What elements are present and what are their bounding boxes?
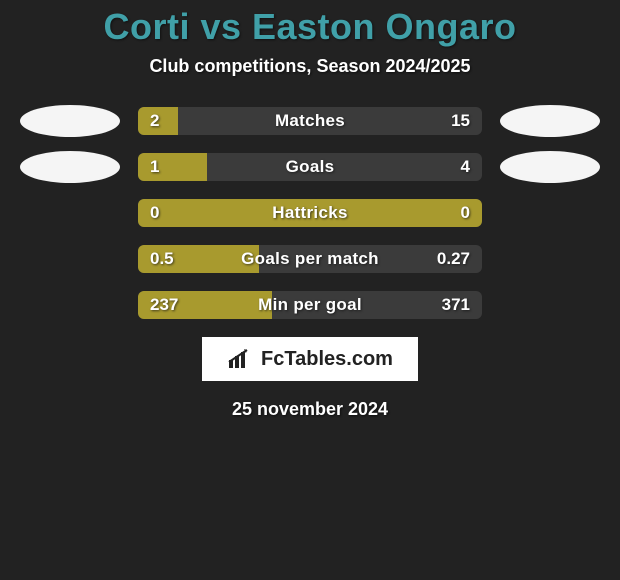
- stat-right-value: 4: [461, 153, 470, 181]
- stat-bar-hattricks: 0Hattricks0: [138, 199, 482, 227]
- stat-right-value: 15: [451, 107, 470, 135]
- page-subtitle: Club competitions, Season 2024/2025: [0, 56, 620, 77]
- crest-right: [500, 245, 600, 273]
- crest-left: [20, 153, 120, 181]
- stat-row-hattricks: 0Hattricks0: [0, 199, 620, 227]
- bar-chart-icon: [227, 348, 255, 370]
- comparison-chart: 2Matches15 1Goals4 0Hattricks0 0.5Goals p…: [0, 107, 620, 319]
- stat-right-value: 0: [461, 199, 470, 227]
- stat-row-goals: 1Goals4: [0, 153, 620, 181]
- stat-row-gpm: 0.5Goals per match0.27: [0, 245, 620, 273]
- stat-bar-goals: 1Goals4: [138, 153, 482, 181]
- crest-left: [20, 199, 120, 227]
- crest-right: [500, 107, 600, 135]
- stat-label: Goals: [138, 153, 482, 181]
- logo-text: FcTables.com: [261, 348, 393, 371]
- stat-label: Min per goal: [138, 291, 482, 319]
- stat-bar-gpm: 0.5Goals per match0.27: [138, 245, 482, 273]
- page-title: Corti vs Easton Ongaro: [0, 0, 620, 48]
- stat-bar-matches: 2Matches15: [138, 107, 482, 135]
- stat-label: Hattricks: [138, 199, 482, 227]
- stat-right-value: 371: [442, 291, 470, 319]
- stat-label: Goals per match: [138, 245, 482, 273]
- crest-left: [20, 107, 120, 135]
- snapshot-date: 25 november 2024: [0, 399, 620, 420]
- crest-right: [500, 199, 600, 227]
- fctables-logo: FcTables.com: [202, 337, 418, 381]
- crest-right: [500, 291, 600, 319]
- crest-right: [500, 153, 600, 181]
- stat-right-value: 0.27: [437, 245, 470, 273]
- stat-label: Matches: [138, 107, 482, 135]
- crest-left: [20, 245, 120, 273]
- crest-left: [20, 291, 120, 319]
- stat-bar-mpg: 237Min per goal371: [138, 291, 482, 319]
- stat-row-matches: 2Matches15: [0, 107, 620, 135]
- stat-row-mpg: 237Min per goal371: [0, 291, 620, 319]
